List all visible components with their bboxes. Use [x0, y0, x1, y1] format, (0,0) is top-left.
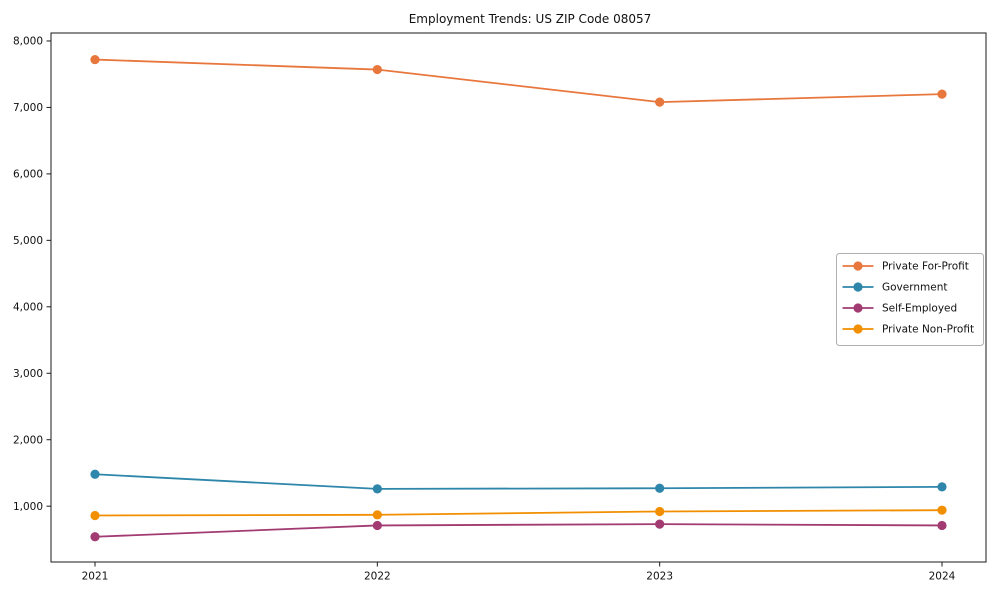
line-private-for-profit	[94, 58, 943, 104]
marker-self-employed	[372, 520, 382, 531]
y-tick-label: 4,000	[13, 301, 43, 313]
legend-label-private-for-profit: Private For-Profit	[882, 261, 969, 273]
x-tick-label: 2022	[364, 571, 391, 583]
marker-private-for-profit	[372, 64, 382, 75]
y-tick-label: 7,000	[13, 102, 43, 114]
marker-private-non-profit	[937, 505, 947, 515]
legend-label-government: Government	[882, 282, 947, 294]
marker-government	[90, 469, 100, 479]
legend-marker-private-non-profit	[853, 324, 863, 334]
marker-private-for-profit	[90, 54, 100, 65]
line-self-employed	[94, 523, 943, 538]
y-tick-label: 5,000	[13, 235, 43, 247]
marker-government	[372, 484, 382, 494]
marker-self-employed	[937, 520, 947, 531]
legend-box	[836, 253, 984, 346]
marker-private-for-profit	[937, 89, 947, 99]
x-tick-label: 2023	[646, 571, 673, 583]
legend-label-private-non-profit: Private Non-Profit	[882, 324, 974, 336]
marker-self-employed	[90, 532, 100, 542]
plot-area	[50, 32, 987, 563]
x-axis: 2021 2022 2023 2024	[82, 562, 956, 583]
marker-government	[937, 482, 947, 492]
marker-government	[655, 483, 665, 493]
marker-private-non-profit	[655, 506, 665, 517]
y-tick-label: 1,000	[13, 501, 43, 513]
marker-private-for-profit	[655, 97, 665, 107]
legend: Private For-Profit Government Self-Employe…	[836, 253, 984, 346]
y-axis: 1,000 2,000 3,000 4,000 5,000 6,000 7,000 8,000	[13, 36, 51, 513]
marker-private-non-profit	[372, 510, 382, 520]
series-group	[90, 54, 947, 542]
chart-title: Employment Trends: US ZIP Code 08057	[409, 12, 652, 26]
legend-marker-private-for-profit	[853, 261, 863, 271]
line-private-non-profit	[94, 509, 943, 517]
y-tick-label: 3,000	[13, 368, 43, 380]
marker-private-non-profit	[90, 510, 100, 521]
y-tick-label: 2,000	[13, 434, 43, 446]
line-government	[94, 473, 943, 490]
y-tick-label: 8,000	[13, 36, 43, 48]
legend-marker-government	[853, 282, 863, 292]
y-tick-label: 6,000	[13, 168, 43, 180]
legend-marker-self-employed	[853, 303, 863, 313]
x-tick-label: 2021	[82, 571, 109, 583]
x-tick-label: 2024	[929, 571, 956, 583]
legend-label-self-employed: Self-Employed	[882, 303, 957, 315]
plot-border	[50, 32, 987, 563]
marker-self-employed	[655, 519, 665, 529]
